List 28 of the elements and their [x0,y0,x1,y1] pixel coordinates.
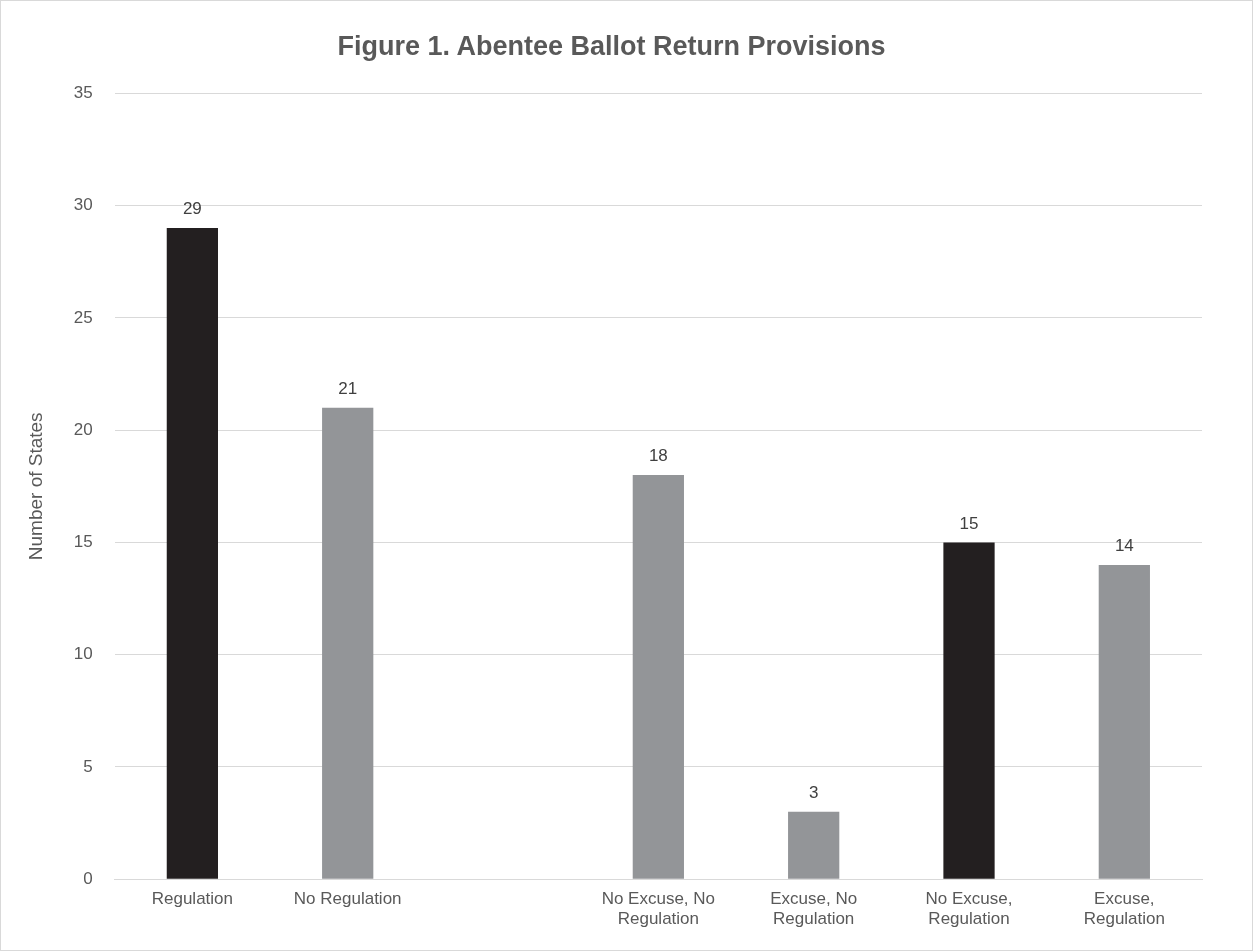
data-label: 3 [808,783,819,803]
data-label: 21 [338,378,358,398]
y-tick-label: 10 [73,644,93,664]
bar [322,407,374,879]
bar [166,228,218,879]
bar [632,475,684,879]
bar [788,811,840,879]
x-tick-label: No Excuse, Regulation [925,889,1013,929]
bar [943,542,995,879]
chart-title: Figure 1. Abentee Ballot Return Provisions [337,30,886,61]
x-tick-label: No Excuse, No Regulation [601,889,716,929]
y-tick-label: 15 [73,532,93,552]
data-label: 18 [648,446,668,466]
y-tick-label: 20 [73,419,93,439]
y-axis-title: Number of States [24,412,46,561]
y-tick-label: 30 [73,195,93,215]
bar [1098,564,1150,879]
y-tick-label: 5 [83,756,93,776]
x-tick-label: Excuse, Regulation [1083,889,1165,929]
x-tick-label: No Regulation [293,889,402,909]
y-tick-label: 35 [73,83,93,103]
x-tick-label: Excuse, No Regulation [770,889,858,929]
data-label: 15 [959,513,979,533]
y-tick-label: 0 [83,868,93,888]
x-tick-label: Regulation [151,889,234,909]
data-label: 29 [182,199,202,219]
y-tick-label: 25 [73,307,93,327]
data-label: 14 [1114,536,1134,556]
